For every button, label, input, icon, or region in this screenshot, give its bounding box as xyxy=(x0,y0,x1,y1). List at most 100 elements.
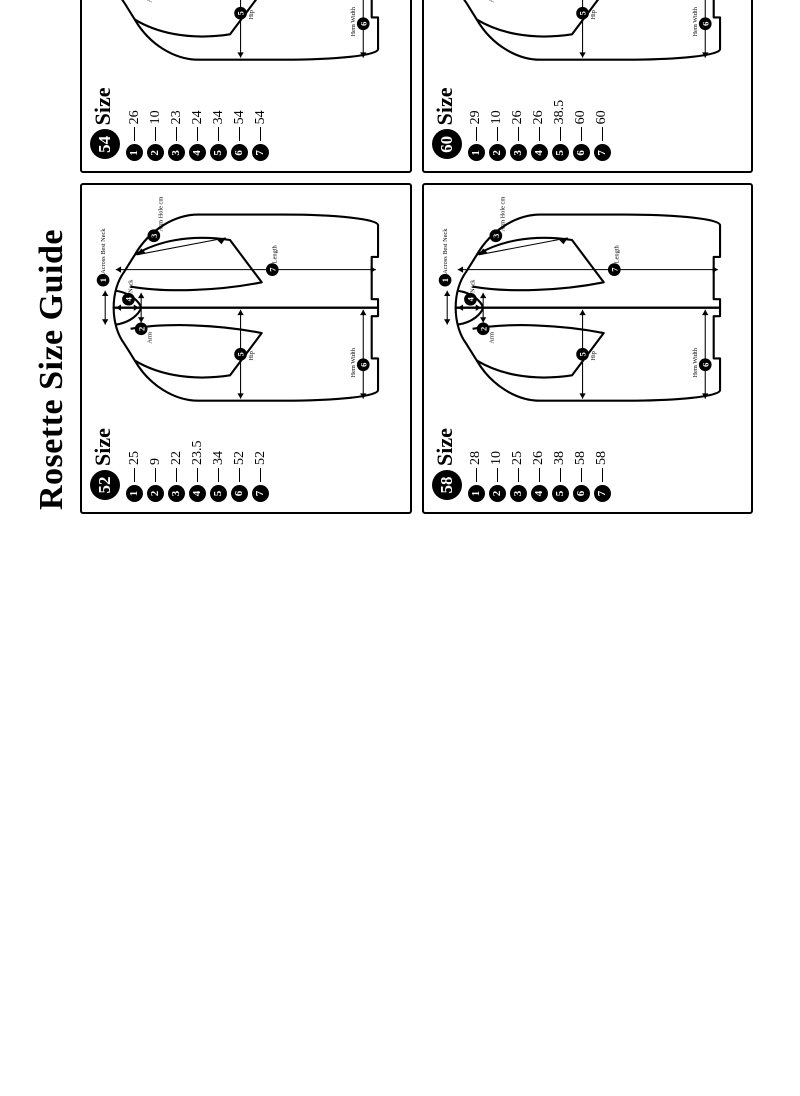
measure-line xyxy=(602,127,603,141)
measure-line xyxy=(134,127,135,141)
size-grid: 52Size12529322423.5534652752 1 Across Be… xyxy=(80,0,744,528)
measure-line xyxy=(176,468,177,482)
svg-text:Arm: Arm xyxy=(488,0,495,3)
svg-text:Across Best Neck: Across Best Neck xyxy=(100,228,107,274)
measure-column: 60Size129210326426538.5660760 xyxy=(432,83,744,165)
measure-row: 423.5 xyxy=(189,441,206,503)
svg-text:4: 4 xyxy=(124,296,134,301)
measure-line xyxy=(197,468,198,482)
measure-value: 26 xyxy=(127,110,143,124)
measure-value: 22 xyxy=(169,451,185,465)
measure-value: 26 xyxy=(510,110,526,124)
measure-row: 534 xyxy=(210,451,227,502)
measure-index: 6 xyxy=(573,144,590,161)
measure-index: 2 xyxy=(489,144,506,161)
svg-text:1: 1 xyxy=(98,278,108,282)
measure-index: 2 xyxy=(147,144,164,161)
measure-line xyxy=(155,468,156,482)
measure-line xyxy=(218,468,219,482)
measure-row: 29 xyxy=(147,458,164,502)
measure-index: 1 xyxy=(468,485,485,502)
measure-line xyxy=(197,127,198,141)
svg-text:5: 5 xyxy=(577,11,587,15)
measure-row: 3 22 xyxy=(168,451,185,502)
measure-value: 38.5 xyxy=(552,100,568,125)
measure-index: 1 xyxy=(468,144,485,161)
garment-diagram: 1 Across Best Neck 2 Arm 3 Arm Hole cm 4… xyxy=(90,0,402,83)
measure-index: 3 xyxy=(168,144,185,161)
svg-text:Arm: Arm xyxy=(147,0,154,3)
measure-row: 658 xyxy=(573,451,590,502)
svg-text:2: 2 xyxy=(136,327,146,331)
measure-index: 3 xyxy=(168,485,185,502)
measure-index: 7 xyxy=(252,144,269,161)
measure-line xyxy=(602,468,603,482)
measure-value: 25 xyxy=(127,451,143,465)
size-badge: 60 xyxy=(432,129,462,159)
measure-row: 5 34 xyxy=(210,110,227,161)
svg-text:5: 5 xyxy=(236,11,246,15)
svg-text:6: 6 xyxy=(700,363,710,367)
measure-index: 7 xyxy=(594,144,611,161)
measure-index: 4 xyxy=(531,144,548,161)
svg-text:Hip: Hip xyxy=(248,351,255,361)
measure-line xyxy=(239,468,240,482)
garment-diagram: 1 Across Best Neck 2 Arm 3 Arm Hole cm 4… xyxy=(90,191,402,424)
measure-index: 6 xyxy=(231,485,248,502)
measure-index: 2 xyxy=(147,485,164,502)
measure-line xyxy=(518,127,519,141)
size-word: Size xyxy=(432,428,457,466)
svg-text:6: 6 xyxy=(358,363,368,367)
measure-line xyxy=(518,468,519,482)
measure-value: 26 xyxy=(531,110,547,124)
measure-row: 754 xyxy=(252,110,269,161)
garment-diagram: 1 Across Best Neck 2 Arm 3 Arm Hole cm 4… xyxy=(432,0,744,83)
measure-index: 7 xyxy=(252,485,269,502)
measure-value: 34 xyxy=(211,110,227,124)
svg-text:Hip: Hip xyxy=(590,10,597,19)
measure-row: 752 xyxy=(252,451,269,502)
measure-row: 1 28 xyxy=(468,451,485,502)
svg-text:6: 6 xyxy=(358,22,368,26)
measure-value: 25 xyxy=(510,451,526,465)
svg-text:Hem Width: Hem Width xyxy=(691,347,698,377)
measure-row: 4 26 xyxy=(531,110,548,161)
measure-index: 5 xyxy=(552,144,569,161)
measure-value: 28 xyxy=(468,451,484,465)
measure-row: 125 xyxy=(126,451,143,502)
measure-line xyxy=(155,127,156,141)
measure-value: 24 xyxy=(190,110,206,124)
measure-value: 54 xyxy=(232,110,248,124)
measure-row: 3 23 xyxy=(168,110,185,161)
measure-index: 5 xyxy=(552,485,569,502)
size-word: Size xyxy=(432,87,457,125)
svg-text:7: 7 xyxy=(267,267,277,272)
measure-index: 6 xyxy=(573,485,590,502)
size-word: Size xyxy=(90,87,115,125)
measure-index: 6 xyxy=(231,144,248,161)
measure-value: 23 xyxy=(169,110,185,124)
measure-row: 652 xyxy=(231,451,248,502)
svg-text:Arm: Arm xyxy=(488,332,495,344)
size-card: 58Size128210325426538658758 1 Across Bes… xyxy=(422,183,754,514)
measure-row: 210 xyxy=(147,110,164,161)
measure-index: 4 xyxy=(189,485,206,502)
measure-line xyxy=(560,127,561,141)
size-word: Size xyxy=(90,428,115,466)
svg-text:Hip: Hip xyxy=(248,10,255,19)
measure-value: 29 xyxy=(468,110,484,124)
measure-line xyxy=(476,468,477,482)
measure-value: 23.5 xyxy=(190,441,206,466)
svg-text:Neck: Neck xyxy=(128,279,135,293)
svg-text:Arm Hole cm: Arm Hole cm xyxy=(499,197,506,232)
measure-line xyxy=(581,468,582,482)
measure-line xyxy=(260,468,261,482)
size-label: 54Size xyxy=(90,87,120,161)
measure-line xyxy=(260,127,261,141)
measure-value: 10 xyxy=(489,451,505,465)
measure-line xyxy=(560,468,561,482)
svg-text:1: 1 xyxy=(440,278,450,282)
measure-row: 210 xyxy=(489,451,506,502)
measure-line xyxy=(539,468,540,482)
measure-index: 5 xyxy=(210,144,227,161)
